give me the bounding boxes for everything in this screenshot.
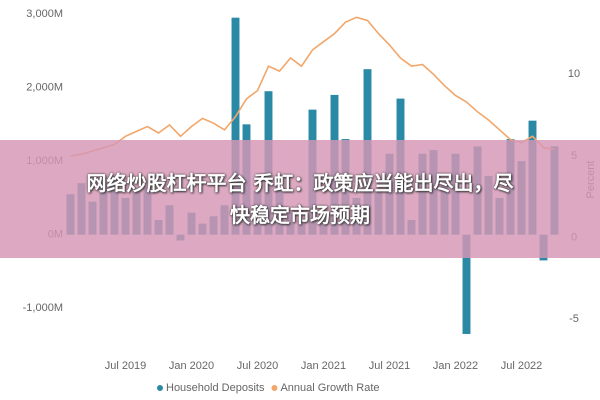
- legend-swatch: [271, 385, 278, 391]
- x-tick-label: Jul 2021: [369, 360, 411, 372]
- y-tick-label: 3,000M: [26, 8, 63, 20]
- line: [70, 16, 555, 157]
- bar: [462, 234, 471, 334]
- y2-tick-label: -5: [569, 313, 579, 325]
- banner-line: 快稳定市场预期: [230, 203, 370, 227]
- banner-line: 网络炒股杠杆平台 乔虹：政策应当能出尽出，尽: [86, 171, 514, 195]
- x-tick-label: Jul 2019: [105, 360, 147, 372]
- legend-swatch: [157, 385, 163, 391]
- bar: [231, 17, 240, 235]
- y-tick-label: 2,000M: [26, 81, 63, 93]
- x-tick-label: Jan 2022: [433, 360, 478, 372]
- x-tick-label: Jan 2021: [301, 360, 346, 372]
- legend-label: Household Deposits: [166, 382, 265, 394]
- y-tick-label: -1,000M: [23, 302, 63, 314]
- legend-label: Annual Growth Rate: [280, 382, 379, 394]
- banner: 网络炒股杠杆平台 乔虹：政策应当能出尽出，尽 快稳定市场预期: [0, 140, 600, 258]
- x-tick-label: Jul 2020: [237, 360, 279, 372]
- x-tick-label: Jan 2020: [169, 360, 214, 372]
- x-tick-label: Jul 2022: [501, 360, 543, 372]
- y2-tick-label: 10: [568, 68, 580, 80]
